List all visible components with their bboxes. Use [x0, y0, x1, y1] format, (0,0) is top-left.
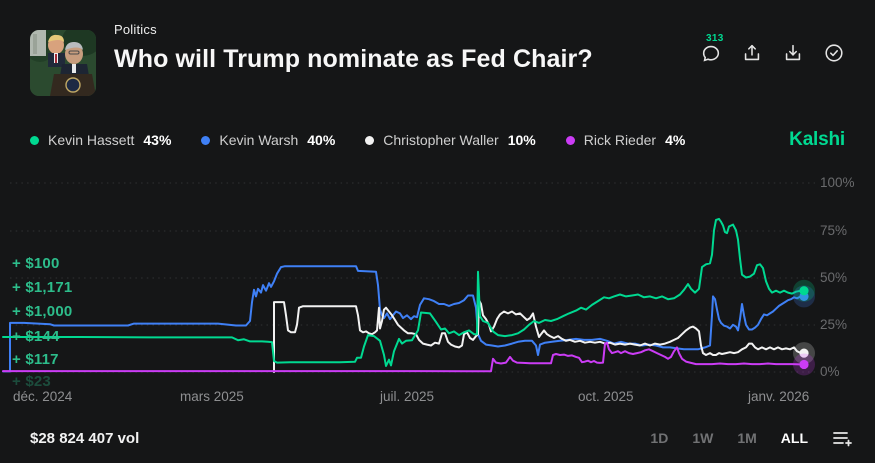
- header-actions: 313: [700, 33, 845, 64]
- comment-count-badge: 313: [706, 33, 724, 44]
- range-1w[interactable]: 1W: [692, 430, 714, 446]
- legend-name: Kevin Hassett: [48, 132, 135, 148]
- y-tick-0: 0%: [820, 364, 840, 379]
- footer: $28 824 407 vol 1D 1W 1M ALL: [30, 428, 853, 450]
- x-tick: janv. 2026: [748, 389, 810, 404]
- check-circle-icon: [825, 44, 843, 62]
- trade-annotation: + $144: [12, 328, 60, 345]
- legend-name: Kevin Warsh: [219, 132, 299, 148]
- y-tick-100: 100%: [820, 175, 855, 190]
- trade-annotation: + $117: [12, 351, 59, 368]
- category-label: Politics: [114, 22, 157, 37]
- series-line-rick-rieder: [2, 341, 802, 373]
- legend-item-waller[interactable]: Christopher Waller 10%: [365, 132, 536, 148]
- trade-annotation: + $1,171: [12, 279, 73, 296]
- market-thumbnail[interactable]: [30, 30, 96, 96]
- x-tick: déc. 2024: [13, 389, 73, 404]
- warsh-dot-icon: [201, 135, 211, 145]
- legend-name: Rick Rieder: [583, 132, 657, 148]
- legend-item-rieder[interactable]: Rick Rieder 4%: [565, 132, 686, 148]
- waller-dot-icon: [365, 135, 375, 145]
- legend-value: 4%: [665, 132, 686, 148]
- y-tick-50: 50%: [820, 270, 848, 285]
- range-selector: 1D 1W 1M ALL: [650, 428, 853, 448]
- range-all[interactable]: ALL: [780, 430, 808, 446]
- kalshi-logo[interactable]: Kalshi: [789, 129, 845, 150]
- series-line-kevin-hassett: [2, 217, 802, 367]
- legend-item-warsh[interactable]: Kevin Warsh 40%: [201, 132, 335, 148]
- legend-item-hassett[interactable]: Kevin Hassett 43%: [30, 132, 171, 148]
- y-tick-75: 75%: [820, 223, 848, 238]
- x-tick: mars 2025: [180, 389, 244, 404]
- comment-bubble-icon: [702, 45, 720, 62]
- x-tick: oct. 2025: [578, 389, 634, 404]
- legend-value: 43%: [143, 132, 172, 148]
- legend-value: 40%: [307, 132, 336, 148]
- add-to-list-button[interactable]: [832, 428, 853, 448]
- end-dot: [799, 286, 809, 296]
- watchlist-button[interactable]: [823, 42, 845, 64]
- range-1m[interactable]: 1M: [737, 430, 757, 446]
- trade-annotation: + $1,000: [12, 303, 73, 320]
- legend-name: Christopher Waller: [383, 132, 499, 148]
- legend: Kevin Hassett 43% Kevin Warsh 40% Christ…: [30, 129, 845, 150]
- header-text: Politics Who will Trump nominate as Fed …: [114, 22, 593, 74]
- x-tick: juil. 2025: [380, 389, 435, 404]
- thumbnail-image: [30, 30, 96, 96]
- share-icon: [744, 44, 760, 61]
- share-button[interactable]: [741, 42, 763, 64]
- end-dot: [799, 348, 809, 358]
- legend-value: 10%: [507, 132, 536, 148]
- rieder-dot-icon: [565, 135, 575, 145]
- y-tick-25: 25%: [820, 317, 848, 332]
- trade-annotation: + $100: [12, 255, 60, 272]
- trade-annotation: + $23: [12, 373, 51, 390]
- series-line-christopher-waller: [273, 299, 802, 373]
- download-button[interactable]: [782, 42, 804, 64]
- end-dot: [799, 359, 809, 370]
- comments-button[interactable]: 313: [700, 33, 723, 64]
- page-title: Who will Trump nominate as Fed Chair?: [114, 45, 593, 73]
- volume-label: $28 824 407 vol: [30, 430, 140, 447]
- download-icon: [785, 44, 801, 61]
- series-line-kevin-warsh: [2, 265, 802, 373]
- hassett-dot-icon: [30, 135, 39, 145]
- range-1d[interactable]: 1D: [650, 430, 669, 446]
- header: Politics Who will Trump nominate as Fed …: [30, 22, 845, 98]
- list-plus-icon: [833, 432, 852, 447]
